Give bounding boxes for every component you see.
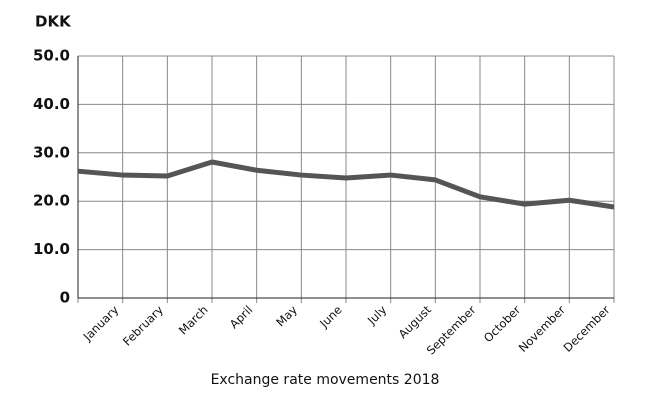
- y-tick-label: 40.0: [33, 95, 70, 113]
- x-tick-label: November: [516, 303, 568, 355]
- x-tick-label: March: [176, 303, 211, 338]
- y-tick-label: 50.0: [33, 47, 70, 65]
- y-tick-label: 0: [60, 289, 70, 307]
- x-tick-label: June: [316, 303, 344, 331]
- y-tick-label: 30.0: [33, 143, 70, 161]
- y-tick-label: 20.0: [33, 192, 70, 210]
- x-tick-label: January: [80, 303, 122, 345]
- x-tick-label: August: [396, 302, 435, 341]
- x-tick-label: May: [273, 303, 300, 330]
- y-tick-label: 10.0: [33, 240, 70, 258]
- x-tick-label: April: [227, 303, 255, 331]
- x-tick-label: July: [364, 303, 389, 328]
- x-tick-label: October: [481, 303, 524, 346]
- x-axis-title: Exchange rate movements 2018: [211, 372, 440, 388]
- x-tick-label: February: [120, 303, 166, 349]
- data-line: [77, 159, 615, 210]
- y-axis-label: DKK: [35, 13, 72, 31]
- x-tick-label: December: [561, 303, 613, 355]
